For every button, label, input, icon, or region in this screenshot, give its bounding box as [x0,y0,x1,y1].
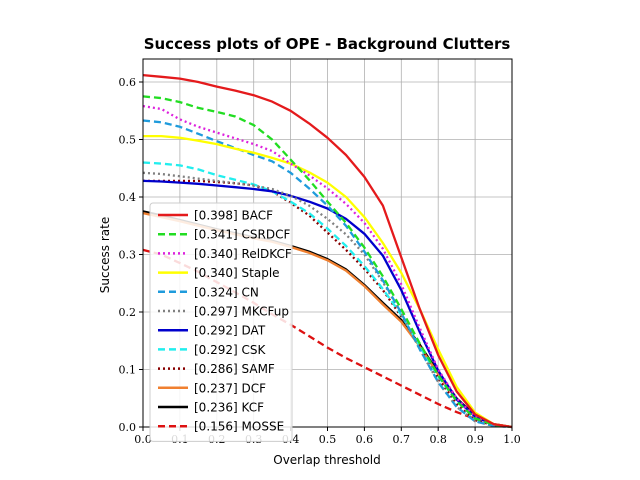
legend-entry: [0.156] MOSSE [194,420,284,434]
x-tick-label: 0.0 [134,433,152,446]
legend-entry: [0.292] DAT [194,324,266,338]
y-tick-label: 0.3 [119,249,137,262]
x-tick-label: 1.0 [503,433,521,446]
series-line-reldkcf [142,104,513,429]
x-tick-label: 0.5 [319,433,337,446]
series-line-mkcfup [142,171,513,429]
legend-entry: [0.297] MKCFup [194,305,289,319]
legend-entry: [0.236] KCF [194,401,264,415]
legend-entry: [0.324] CN [194,285,259,299]
y-tick-label: 0.2 [119,306,137,319]
legend-box [149,202,293,442]
legend-entry: [0.292] CSK [194,343,267,357]
x-tick-label: 0.7 [393,433,411,446]
x-tick-label: 0.6 [356,433,374,446]
chart-title: Success plots of OPE - Background Clutte… [144,35,511,53]
y-tick-label: 0.1 [119,364,137,377]
legend-entry: [0.237] DCF [194,381,266,395]
y-tick-label: 0.4 [119,191,137,204]
x-tick-label: 0.9 [466,433,484,446]
series-line-staple [143,134,513,429]
legend-entry: [0.340] Staple [194,266,280,280]
y-axis-label: Success rate [98,217,112,294]
legend-entry: [0.398] BACF [194,209,273,223]
y-tick-label: 0.0 [119,421,137,434]
series-line-samf [143,179,513,429]
legend-entry: [0.340] RelDKCF [194,247,292,261]
y-axis-ticks: 0.0 0.1 0.2 0.3 0.4 0.5 0.6 [119,76,143,434]
y-tick-label: 0.5 [119,134,137,147]
series-line-bacf [142,73,513,429]
legend-entry: [0.341] CSRDCF [194,228,290,242]
series-line-csrdcf [142,95,513,429]
legend-entry: [0.286] SAMF [194,362,275,376]
x-axis-label: Overlap threshold [273,453,381,467]
series-line-csk [142,161,513,429]
legend: [0.398] BACF [0.341] CSRDCF [0.340] RelDKC… [149,202,293,442]
x-tick-label: 0.8 [429,433,447,446]
series-line-dat [142,179,513,429]
y-tick-label: 0.6 [119,76,137,89]
